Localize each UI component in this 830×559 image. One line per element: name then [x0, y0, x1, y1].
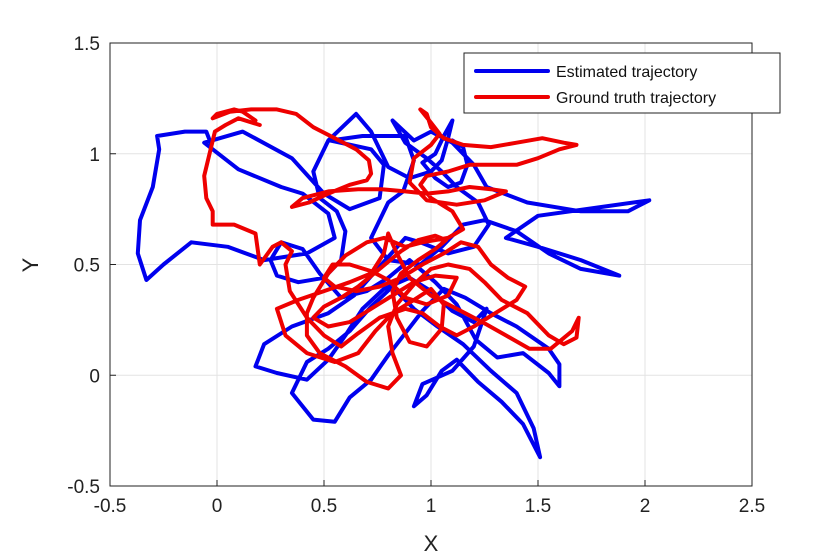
- legend-label-ground-truth: Ground truth trajectory: [556, 90, 716, 107]
- x-tick-label: 0: [212, 496, 223, 517]
- legend-label-estimated: Estimated trajectory: [556, 64, 697, 81]
- x-tick-label: 2: [640, 496, 651, 517]
- axis-ticks: -0.5 0 0.5 1 1.5 2 2.5 -0.5 0 0.5 1 1.5: [67, 34, 765, 517]
- x-axis-title: X: [424, 531, 439, 556]
- legend-box: [463, 52, 781, 114]
- x-tick-label: 1: [426, 496, 437, 517]
- ground-truth-trajectory-line: [202, 107, 581, 391]
- y-tick-label: 1: [89, 145, 100, 166]
- y-tick-label: -0.5: [67, 477, 100, 498]
- y-tick-label: 1.5: [74, 34, 100, 55]
- legend: Estimated trajectory Ground truth trajec…: [463, 52, 781, 114]
- series-lines: [135, 107, 652, 460]
- x-tick-label: 2.5: [739, 496, 765, 517]
- x-tick-label: -0.5: [94, 496, 127, 517]
- x-tick-label: 0.5: [311, 496, 337, 517]
- y-tick-label: 0.5: [74, 256, 100, 277]
- y-axis-title: Y: [18, 257, 43, 272]
- x-tick-label: 1.5: [525, 496, 551, 517]
- y-tick-label: 0: [89, 366, 100, 387]
